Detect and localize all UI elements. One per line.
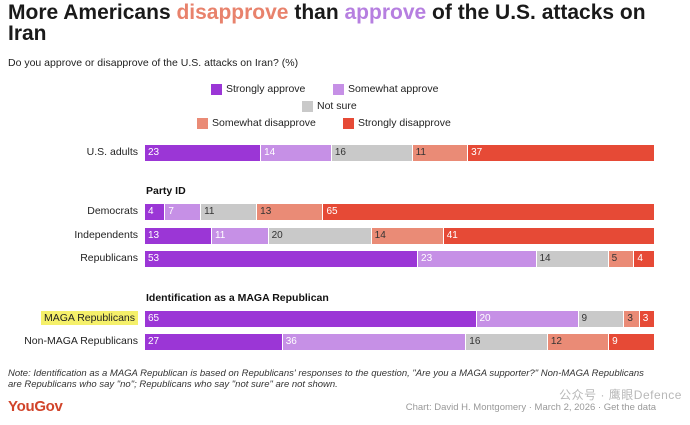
bar-row: 65 20 9 3 3 [145, 311, 655, 327]
title-word-approve: approve [344, 1, 427, 24]
legend-swatch [343, 117, 354, 129]
row-label: MAGA Republicans [2, 311, 138, 325]
bar-segment: 27 [145, 334, 283, 350]
row-label: Republicans [80, 252, 138, 264]
row-label: U.S. adults [86, 146, 138, 158]
bar-segment: 11 [201, 204, 258, 220]
bar-segment: 11 [211, 228, 269, 244]
chart-subtitle: Do you approve or disapprove of the U.S.… [8, 57, 299, 69]
bar-segment: 9 [578, 311, 625, 327]
bar-segment: 3 [639, 311, 655, 327]
legend-swatch [302, 100, 313, 112]
legend-label: Not sure [317, 100, 357, 112]
group-title: Party ID [146, 185, 186, 197]
legend-item-strongly-approve: Strongly approve [211, 83, 305, 95]
legend-label: Somewhat approve [348, 83, 439, 95]
bar-segment: 36 [282, 334, 467, 350]
bar-segment: 16 [331, 145, 413, 161]
bar-segment: 23 [418, 251, 537, 267]
bar-segment: 5 [608, 251, 635, 267]
watermark: 公众号 · 鹰眼Defence [559, 388, 682, 402]
chart-credit: Chart: David H. Montgomery · March 2, 20… [405, 402, 656, 413]
bar-segment: 7 [165, 204, 202, 220]
legend-swatch [211, 83, 222, 95]
bar-segment: 23 [145, 145, 262, 161]
bar-segment: 4 [634, 251, 655, 267]
title-text-3: of the U.S. attacks on Iran [8, 1, 646, 45]
legend-item-somewhat-disapprove: Somewhat disapprove [197, 117, 316, 129]
footnote: Note: Identification as a MAGA Republica… [8, 368, 644, 390]
bar-segment: 14 [261, 145, 332, 161]
legend-swatch [333, 83, 344, 95]
legend-swatch [197, 117, 208, 129]
title-text-2: than [288, 1, 345, 24]
legend-label: Strongly approve [226, 83, 306, 95]
row-label: Non-MAGA Republicans [24, 335, 138, 347]
bar-segment: 4 [145, 204, 166, 220]
bar-row: 27 36 16 12 9 [145, 334, 655, 350]
bar-segment: 20 [268, 228, 372, 244]
yougov-logo: YouGov [8, 398, 63, 415]
bar-segment: 20 [476, 311, 579, 327]
bar-row: 13 11 20 14 41 [145, 228, 655, 244]
row-label: Democrats [87, 205, 138, 217]
title-text-1: More Americans [8, 1, 177, 24]
bar-segment: 12 [547, 334, 610, 350]
row-label: Independents [74, 229, 138, 241]
bar-segment: 65 [145, 311, 477, 327]
bar-segment: 37 [468, 145, 655, 161]
highlight-marker: MAGA Republicans [40, 311, 138, 325]
bar-segment: 53 [145, 251, 419, 267]
bar-segment: 11 [412, 145, 469, 161]
bar-segment: 13 [257, 204, 324, 220]
legend-label: Somewhat disapprove [212, 117, 316, 129]
legend-item-strongly-disapprove: Strongly disapprove [343, 117, 451, 129]
bar-segment: 41 [443, 228, 655, 244]
bar-segment: 14 [536, 251, 609, 267]
bar-segment: 9 [609, 334, 655, 350]
legend-item-somewhat-approve: Somewhat approve [333, 83, 438, 95]
bar-segment: 13 [145, 228, 212, 244]
bar-row: 4 7 11 13 65 [145, 204, 655, 220]
bar-row: 23 14 16 11 37 [145, 145, 655, 161]
bar-segment: 14 [371, 228, 444, 244]
chart-title: More Americans disapprove than approve o… [8, 2, 688, 44]
bar-segment: 16 [466, 334, 548, 350]
group-title: Identification as a MAGA Republican [146, 292, 329, 304]
legend-item-not-sure: Not sure [302, 100, 357, 112]
title-word-disapprove: disapprove [176, 1, 289, 24]
bar-segment: 65 [323, 204, 655, 220]
bar-row: 53 23 14 5 4 [145, 251, 655, 267]
bar-segment: 3 [624, 311, 640, 327]
legend-label: Strongly disapprove [358, 117, 451, 129]
